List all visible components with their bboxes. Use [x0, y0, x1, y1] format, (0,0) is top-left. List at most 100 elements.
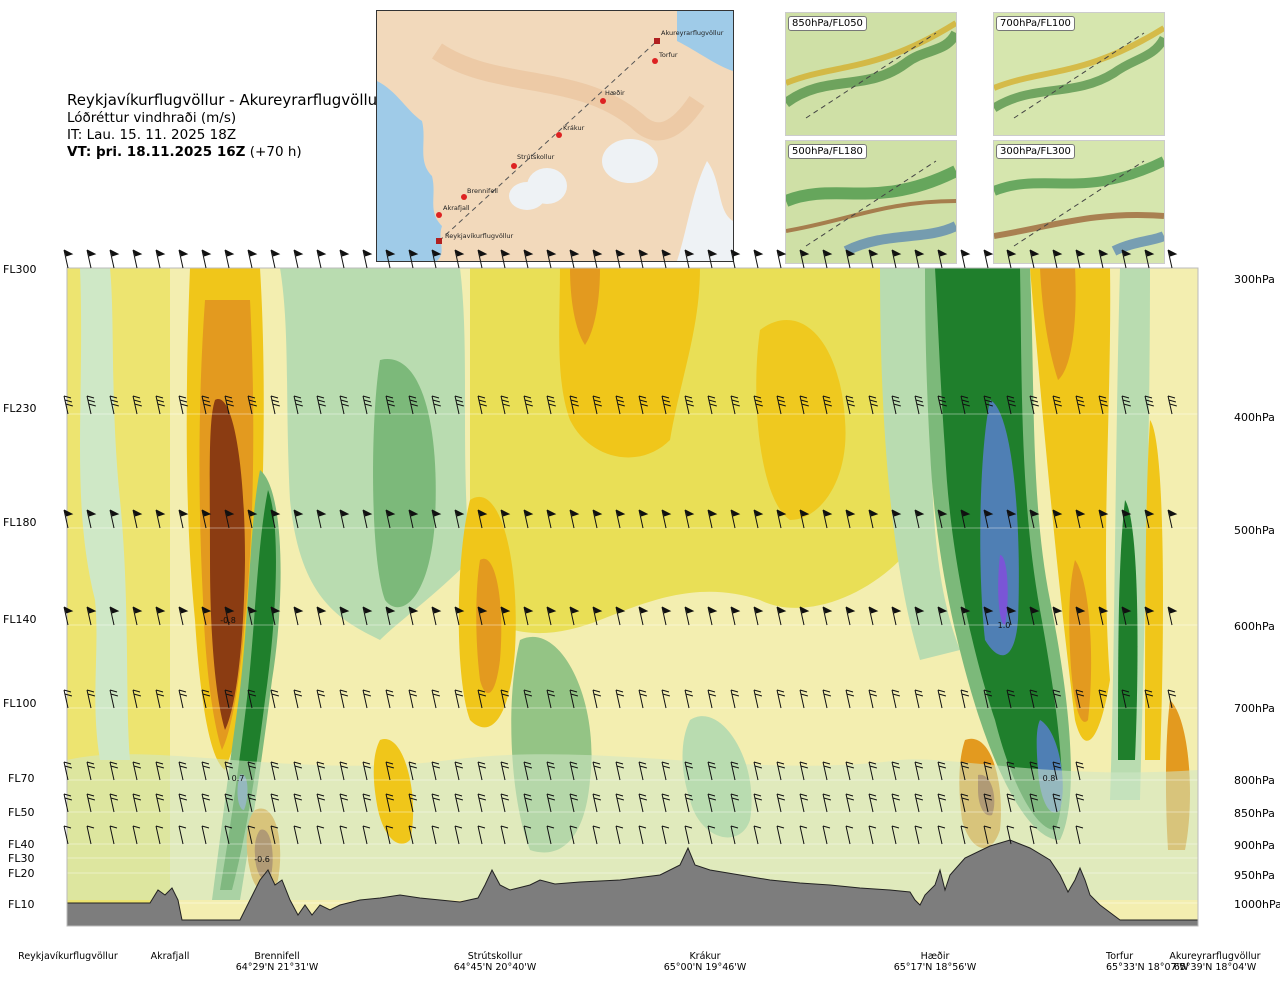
- wind-barb: [477, 761, 487, 781]
- mini-map-label: 300hPa/FL300: [996, 144, 1075, 159]
- wind-barb: [868, 249, 879, 269]
- wind-barb: [822, 509, 833, 529]
- wind-barb: [707, 509, 718, 529]
- fl-label: FL20: [8, 867, 35, 880]
- wind-barb: [661, 249, 672, 269]
- wind-barb: [1006, 825, 1015, 845]
- wind-barb: [523, 249, 534, 269]
- wind-barb: [454, 689, 464, 709]
- wind-barb: [730, 249, 741, 269]
- route-map: Akureyrarflugvöllur Torfur Hæðir Krákur …: [376, 10, 734, 262]
- wind-barb: [845, 395, 855, 415]
- wind-barb: [891, 606, 902, 626]
- wind-barb: [385, 606, 396, 626]
- wind-barb: [1052, 606, 1063, 626]
- wind-barb: [707, 761, 717, 781]
- wind-barb: [546, 395, 556, 415]
- wind-barb: [224, 606, 235, 626]
- wind-barb: [270, 509, 281, 529]
- mini-map-label: 850hPa/FL050: [788, 16, 867, 31]
- wind-barb: [477, 509, 488, 529]
- wind-barb: [615, 249, 626, 269]
- wind-barb: [707, 606, 718, 626]
- wind-barb: [1098, 509, 1109, 529]
- wind-barb: [661, 793, 671, 813]
- wind-barb: [247, 689, 257, 709]
- wind-barb: [1167, 249, 1178, 269]
- wind-barb: [316, 509, 327, 529]
- wind-barb: [155, 395, 165, 415]
- fl-label: FL10: [8, 898, 35, 911]
- wind-barb: [201, 761, 211, 781]
- wind-barb: [500, 793, 510, 813]
- wind-barb: [224, 689, 234, 709]
- wind-barb: [615, 509, 626, 529]
- mini-map-500: 500hPa/FL180: [785, 140, 957, 264]
- hpa-label: 800hPa: [1234, 774, 1275, 787]
- wind-barb: [454, 825, 463, 845]
- wind-barb: [914, 761, 924, 781]
- wind-barb: [661, 606, 672, 626]
- wind-barb: [822, 761, 832, 781]
- wind-barb: [339, 249, 350, 269]
- wind-barb: [684, 793, 694, 813]
- wind-barb: [431, 606, 442, 626]
- hpa-label: 600hPa: [1234, 620, 1275, 633]
- wind-barb: [914, 606, 925, 626]
- wind-barb: [339, 395, 349, 415]
- wind-barb: [1121, 249, 1132, 269]
- wind-barb: [316, 395, 326, 415]
- wind-barb: [500, 689, 510, 709]
- wind-barb: [661, 395, 671, 415]
- wind-barb: [615, 825, 624, 845]
- wind-barb: [1052, 793, 1062, 813]
- wind-barb: [1052, 761, 1062, 781]
- wind-barb: [638, 793, 648, 813]
- wind-barb: [270, 761, 280, 781]
- wind-barb: [339, 509, 350, 529]
- wind-barb: [178, 793, 188, 813]
- wind-barb: [822, 689, 832, 709]
- wind-barb: [1006, 689, 1016, 709]
- wind-barb: [822, 249, 833, 269]
- location-label: Hæðir 65°17'N 18°56'W: [893, 951, 977, 973]
- wind-barb: [201, 689, 211, 709]
- wind-barb: [592, 761, 602, 781]
- map-label: Hæðir: [605, 89, 625, 97]
- wind-barb: [615, 761, 625, 781]
- wind-barb: [615, 793, 625, 813]
- wind-barb: [776, 509, 787, 529]
- wind-barb: [1121, 689, 1131, 709]
- fl-label: FL140: [3, 613, 37, 626]
- hpa-label: 850hPa: [1234, 807, 1275, 820]
- wind-barb: [500, 761, 510, 781]
- wind-barb: [569, 689, 579, 709]
- wind-barb: [684, 606, 695, 626]
- wind-barb: [753, 509, 764, 529]
- wind-barb: [431, 395, 441, 415]
- wind-barb: [707, 825, 716, 845]
- wind-barb: [753, 606, 764, 626]
- wind-barb: [1144, 509, 1155, 529]
- wind-barb: [753, 793, 763, 813]
- wind-barb: [201, 606, 212, 626]
- wind-barb: [155, 689, 165, 709]
- wind-barb: [1075, 793, 1085, 813]
- wind-barb: [523, 606, 534, 626]
- wind-barb: [523, 509, 534, 529]
- wind-barb: [63, 395, 73, 415]
- wind-barb: [63, 825, 72, 845]
- wind-barb: [799, 689, 809, 709]
- wind-barb: [155, 509, 166, 529]
- wind-barb: [960, 793, 970, 813]
- wind-barb: [201, 793, 211, 813]
- wind-barb: [63, 793, 73, 813]
- wind-barb: [592, 793, 602, 813]
- wind-barb: [155, 825, 164, 845]
- wind-barb: [615, 606, 626, 626]
- map-label: Reykjavíkurflugvöllur: [445, 232, 514, 240]
- issue-time: IT: Lau. 15. 11. 2025 18Z: [67, 127, 237, 143]
- wind-barb: [1144, 395, 1154, 415]
- wind-barb: [132, 509, 143, 529]
- wind-barb: [408, 395, 418, 415]
